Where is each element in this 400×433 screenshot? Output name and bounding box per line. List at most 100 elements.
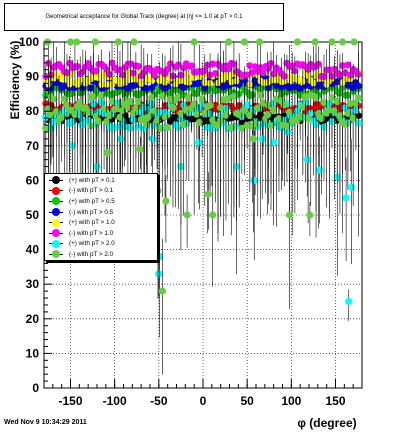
data-point [270, 106, 278, 114]
data-point [317, 114, 325, 123]
data-point [130, 38, 138, 46]
data-point [158, 287, 166, 295]
data-point [344, 109, 352, 117]
data-point [87, 93, 95, 101]
data-point [81, 104, 90, 112]
data-point [235, 111, 243, 119]
data-point [238, 124, 246, 133]
legend-marker [49, 239, 63, 249]
data-point [126, 97, 135, 105]
data-point [240, 106, 249, 115]
data-point [331, 107, 339, 115]
data-point [76, 98, 84, 107]
data-point [211, 69, 219, 77]
legend-label: (+) with pT > 2.0 [69, 240, 115, 248]
data-point [108, 97, 116, 105]
legend-entry: (+) with pT > 0.5 [49, 196, 157, 207]
data-point [78, 121, 86, 129]
data-point [149, 135, 157, 143]
y-tick-label: 60 [26, 173, 40, 187]
data-point [246, 62, 254, 70]
data-point [103, 117, 111, 126]
data-point [217, 104, 225, 112]
series-layer [42, 38, 363, 375]
tick-layer: 0 10 20 30 40 50 60 70 80 90 100 -150 -100 -50 0 50 100 1… [19, 35, 363, 408]
data-point [259, 69, 267, 77]
data-point [148, 93, 156, 101]
legend-entry: (-) with pT > 1.0 [49, 228, 157, 239]
legend-entry: (-) with pT > 0.1 [49, 186, 157, 197]
data-point [204, 190, 212, 198]
data-point [304, 114, 312, 123]
data-point [306, 211, 314, 219]
data-point [151, 71, 158, 79]
legend-entry: (-) with pT > 2.0 [49, 249, 157, 260]
data-point [280, 101, 288, 109]
data-point [333, 97, 341, 106]
data-point [161, 113, 169, 121]
data-point [345, 297, 353, 306]
data-point [117, 135, 125, 143]
data-point [190, 38, 198, 46]
data-point [285, 108, 294, 116]
data-point [225, 65, 233, 73]
data-point [209, 211, 217, 219]
legend-entry: (+) with pT > 0.1 [49, 175, 157, 186]
data-point [195, 118, 204, 126]
legend-marker [49, 228, 63, 238]
data-point [250, 176, 258, 184]
data-point [177, 109, 185, 117]
data-point [301, 93, 310, 101]
data-point [46, 111, 54, 119]
data-point [52, 107, 60, 116]
data-point [42, 124, 50, 132]
data-point [135, 62, 142, 70]
x-tick-label: -100 [103, 394, 127, 408]
legend-marker [49, 175, 63, 185]
y-tick-label: 100 [19, 35, 39, 49]
y-tick-label: 30 [26, 277, 40, 291]
chart-title: Geometrical acceptance for Global Track … [45, 14, 243, 20]
data-point [183, 211, 191, 219]
legend-marker [49, 186, 63, 196]
data-point [328, 38, 336, 46]
data-point [285, 211, 294, 219]
data-point [150, 107, 159, 115]
data-point [249, 69, 256, 76]
data-point [328, 94, 336, 102]
data-point [206, 101, 214, 109]
data-point [92, 67, 100, 75]
legend-label: (+) with pT > 1.0 [69, 219, 115, 227]
data-point [174, 93, 182, 101]
data-point [179, 120, 188, 129]
y-tick-label: 20 [26, 312, 40, 326]
data-point [155, 270, 163, 278]
data-point [93, 162, 101, 171]
data-point [143, 114, 151, 122]
x-tick-label: 150 [325, 394, 345, 408]
data-point [293, 38, 302, 46]
data-point [296, 112, 304, 120]
data-point [263, 111, 272, 119]
data-point [132, 104, 140, 112]
data-point [316, 166, 324, 174]
data-point [100, 105, 108, 113]
data-point [341, 120, 349, 128]
data-point [344, 61, 352, 69]
y-axis-label: Efficiency (%) [8, 41, 22, 120]
data-point [222, 111, 230, 119]
legend-label: (-) with pT > 1.0 [69, 229, 114, 237]
data-point [114, 38, 122, 46]
data-point [185, 93, 193, 101]
data-point [209, 60, 217, 68]
y-tick-label: 10 [26, 346, 40, 360]
data-point [120, 100, 128, 108]
data-point [270, 138, 278, 146]
data-point [95, 117, 103, 125]
data-point [104, 149, 112, 157]
legend-label: (+) with pT > 0.1 [69, 176, 115, 184]
legend-entry: (-) with pT > 0.5 [49, 207, 157, 218]
x-tick-label: 0 [200, 394, 207, 408]
data-point [346, 99, 355, 108]
